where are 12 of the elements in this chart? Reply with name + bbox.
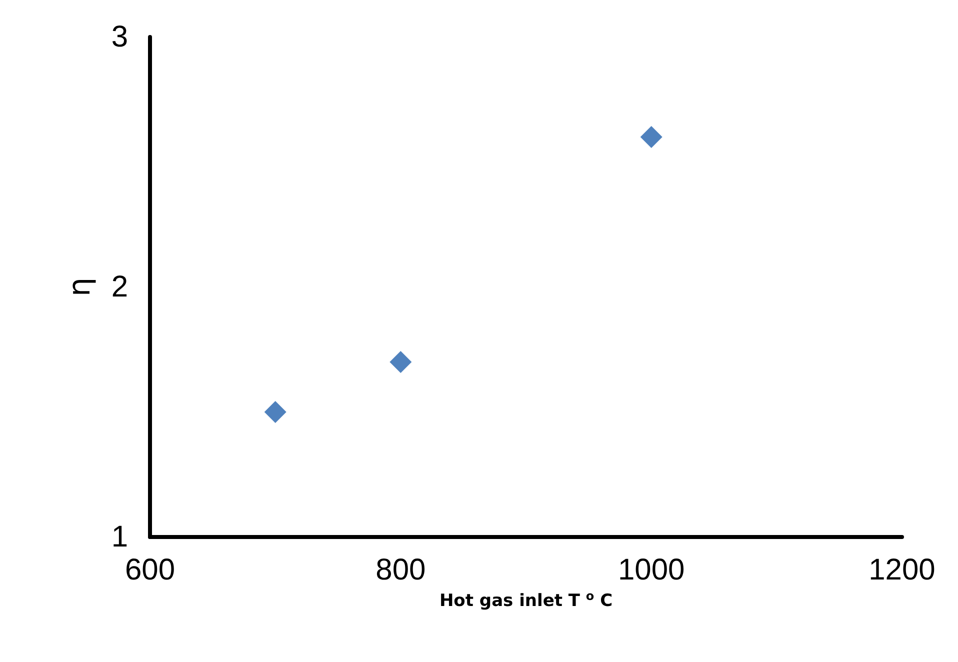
point bbox=[264, 401, 286, 423]
x-tick-label: 800 bbox=[376, 554, 426, 586]
y-axis-title: η bbox=[62, 277, 98, 297]
y-tick-label: 2 bbox=[111, 270, 128, 304]
x-tick-label: 1000 bbox=[618, 554, 685, 586]
y-tick-label: 3 bbox=[111, 20, 128, 54]
x-tick-label: 1200 bbox=[868, 554, 936, 586]
x-tick-label: 600 bbox=[124, 554, 176, 586]
x-axis-title: Hot gas inlet T o C bbox=[439, 588, 613, 611]
point bbox=[640, 126, 662, 148]
point bbox=[390, 351, 412, 373]
y-tick-label: 1 bbox=[111, 520, 128, 554]
